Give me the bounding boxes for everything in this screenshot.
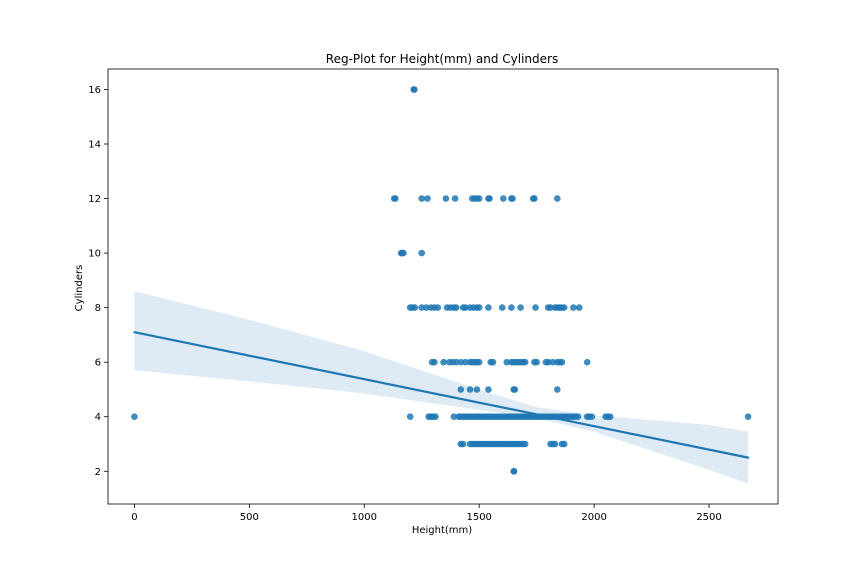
scatter-point xyxy=(392,195,399,202)
scatter-point xyxy=(521,440,529,448)
scatter-point xyxy=(452,304,460,311)
y-axis: 2 4 6 8 10 12 14 16 xyxy=(88,85,108,478)
scatter-point xyxy=(418,195,426,202)
scatter-point xyxy=(558,358,566,366)
scatter-point xyxy=(560,304,568,311)
scatter-point xyxy=(508,304,515,311)
scatter-point xyxy=(588,413,596,421)
x-axis-label: Height(mm) xyxy=(412,525,472,536)
scatter-point xyxy=(511,386,519,393)
scatter-point xyxy=(554,195,561,202)
x-tick-label: 1500 xyxy=(466,512,491,523)
scatter-point xyxy=(485,386,492,393)
plot-frame xyxy=(107,68,779,505)
scatter-point xyxy=(517,304,524,311)
scatter-point xyxy=(606,413,614,421)
scatter-point xyxy=(583,358,591,366)
scatter-point xyxy=(574,413,582,421)
x-tick-label: 500 xyxy=(240,512,259,523)
scatter-point xyxy=(570,304,577,311)
scatter-point xyxy=(473,386,481,393)
scatter-point xyxy=(554,386,561,393)
scatter-point xyxy=(485,304,492,311)
scatter-point xyxy=(423,304,430,311)
scatter-point xyxy=(575,304,583,311)
scatter-point xyxy=(462,358,469,366)
x-tick-label: 0 xyxy=(131,512,137,523)
scatter-point xyxy=(503,358,511,366)
scatter-point xyxy=(509,195,516,202)
x-axis: 0 500 1000 1500 2000 2500 xyxy=(131,504,722,523)
scatter-point xyxy=(450,413,458,421)
scatter-point xyxy=(418,304,426,311)
scatter-point xyxy=(432,413,439,421)
scatter-point xyxy=(442,195,450,202)
scatter-point xyxy=(475,358,483,366)
scatter-point xyxy=(531,195,538,202)
scatter-point xyxy=(400,249,407,257)
scatter-point xyxy=(452,358,460,366)
scatter-point xyxy=(411,304,419,311)
regression-line xyxy=(133,331,750,459)
scatter-point xyxy=(406,413,414,421)
scatter-point xyxy=(411,86,418,93)
x-tick-label: 2500 xyxy=(696,512,721,523)
y-tick-label: 6 xyxy=(95,358,101,369)
scatter-point xyxy=(131,413,138,421)
y-axis-label: Cylinders xyxy=(74,265,85,312)
scatter-point xyxy=(440,358,447,366)
scatter-point xyxy=(521,358,529,366)
scatter-point xyxy=(510,468,518,475)
scatter-point xyxy=(498,304,506,311)
scatter-point xyxy=(462,304,469,311)
scatter-point xyxy=(457,358,465,366)
scatter-point xyxy=(551,440,559,448)
scatter-point xyxy=(424,195,431,202)
scatter-point xyxy=(475,304,483,311)
scatter-point xyxy=(431,358,438,366)
scatter-point xyxy=(466,386,474,393)
scatter-point xyxy=(418,249,426,257)
scatter-point xyxy=(533,358,540,366)
scatter-point xyxy=(489,358,497,366)
scatter-point xyxy=(451,195,459,202)
y-tick-label: 4 xyxy=(95,412,101,423)
plot-area xyxy=(107,68,779,505)
chart-title: Reg-Plot for Height(mm) and Cylinders xyxy=(326,52,558,66)
y-tick-label: 2 xyxy=(95,467,101,478)
scatter-point xyxy=(459,440,467,448)
scatter-point xyxy=(486,195,493,202)
x-tick-label: 2000 xyxy=(581,512,606,523)
y-tick-label: 10 xyxy=(88,249,101,260)
y-tick-label: 12 xyxy=(88,194,101,205)
scatter-point xyxy=(560,440,568,448)
scatter-point xyxy=(744,413,752,421)
y-tick-label: 14 xyxy=(88,140,101,151)
scatter-point xyxy=(434,304,442,311)
y-tick-label: 8 xyxy=(95,303,101,314)
scatter-point xyxy=(544,358,552,366)
confidence-band xyxy=(134,291,749,484)
scatter-point xyxy=(532,304,539,311)
scatter-point xyxy=(500,195,507,202)
scatter-point xyxy=(475,195,483,202)
x-tick-label: 1000 xyxy=(352,512,377,523)
y-tick-label: 16 xyxy=(88,85,101,96)
scatter-point xyxy=(457,386,465,393)
